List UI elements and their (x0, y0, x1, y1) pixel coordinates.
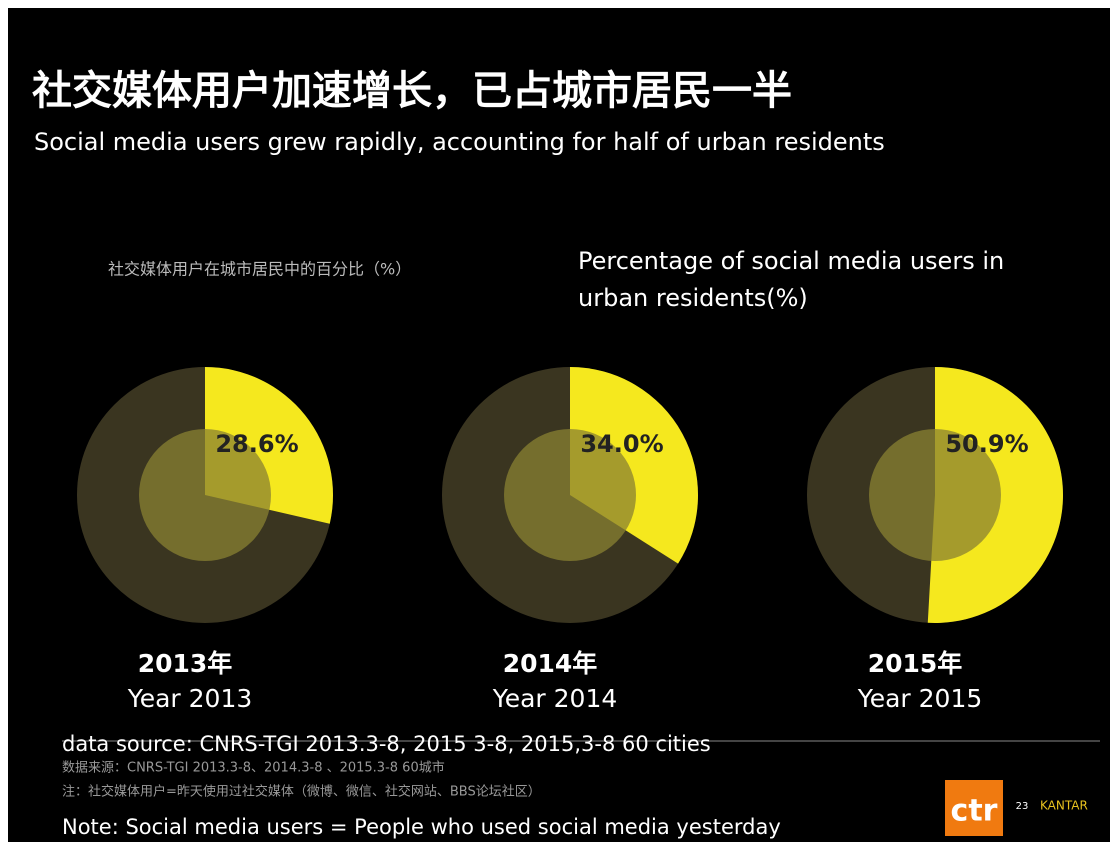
year-label-en: Year 2015 (857, 684, 983, 713)
value-label: 28.6% (215, 430, 298, 458)
brand: KANTAR (1040, 799, 1088, 813)
source-cn: 数据来源：CNRS-TGI 2013.3-8、2014.3-8 、2015.3-… (62, 760, 445, 776)
caption-en: urban residents(%) (578, 284, 808, 312)
logo-box (945, 780, 1003, 836)
subtitle: Social media users grew rapidly, account… (34, 128, 885, 156)
source-en: data source: CNRS-TGI 2013.3-8, 2015 3-8… (62, 732, 711, 756)
pie-center (504, 429, 636, 561)
year-label-en: Year 2014 (492, 684, 618, 713)
value-label: 34.0% (580, 430, 663, 458)
caption-cn: 社交媒体用户在城市居民中的百分比（%） (108, 260, 411, 279)
year-label-cn: 2014年 (503, 649, 598, 678)
note-en: Note: Social media users = People who us… (62, 815, 781, 839)
title: 社交媒体用户加速增长，已占城市居民一半 (32, 68, 792, 114)
pie-center (869, 429, 1001, 561)
year-label-en: Year 2013 (127, 684, 253, 713)
year-label-cn: 2013年 (138, 649, 233, 678)
caption-en: Percentage of social media users in (578, 247, 1004, 275)
pie-center (139, 429, 271, 561)
note-cn: 注：社交媒体用户=昨天使用过社交媒体（微博、微信、社交网站、BBS论坛社区） (62, 784, 541, 800)
value-label: 50.9% (945, 430, 1028, 458)
year-label-cn: 2015年 (868, 649, 963, 678)
logo-text: ctr (951, 794, 998, 829)
page-number: 23 (1016, 801, 1029, 812)
